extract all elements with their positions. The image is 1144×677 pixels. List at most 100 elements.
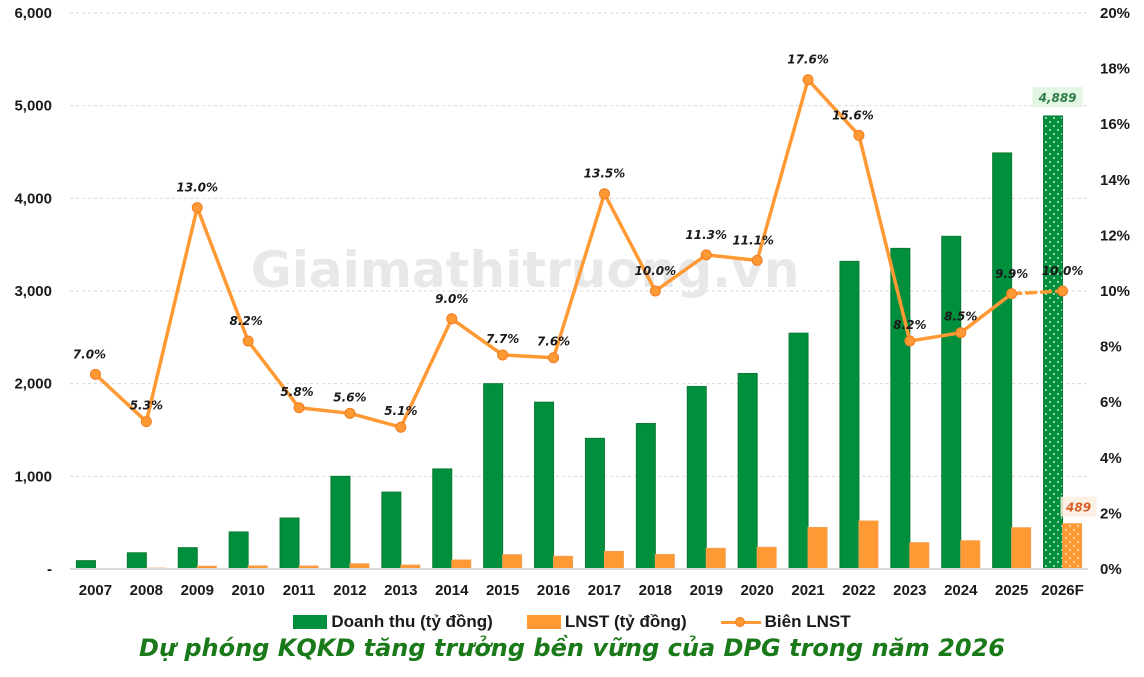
margin-data-label: 5.6% <box>333 390 366 404</box>
revenue-bar <box>126 552 147 570</box>
margin-data-label: 5.8% <box>280 385 313 399</box>
margin-data-label: 9.9% <box>995 267 1028 281</box>
profit-swatch-icon <box>526 615 561 629</box>
margin-data-label: 10.0% <box>1042 264 1084 278</box>
margin-line-series: 7.0% 5.3% 13.0% 8.2% 5.8% 5.6% 5.1% 9.0% 7.7% 7.6… <box>73 53 1084 433</box>
x-tick-label: 2022 <box>842 582 875 599</box>
margin-data-label: 8.2% <box>893 318 926 332</box>
x-tick-label: 2016 <box>537 582 570 599</box>
revenue-bar <box>941 235 962 570</box>
revenue-bar <box>1043 115 1064 570</box>
left-tick-label: 5,000 <box>14 98 52 115</box>
margin-point <box>548 352 560 364</box>
profit-bar <box>705 547 726 570</box>
margin-data-label: 11.3% <box>685 228 727 242</box>
revenue-bar <box>788 332 809 570</box>
right-tick-label: 12% <box>1100 227 1130 244</box>
right-tick-label: 0% <box>1100 561 1122 578</box>
margin-line-segment <box>348 411 403 429</box>
margin-line-segment <box>551 191 607 360</box>
profit-label-bg <box>1060 496 1097 517</box>
profit-bar <box>960 540 981 570</box>
right-tick-label: 14% <box>1100 172 1130 189</box>
revenue-bar <box>839 260 860 570</box>
x-tick-label: 2015 <box>486 582 519 599</box>
margin-line-segment <box>297 406 352 416</box>
margin-data-label: 13.0% <box>176 181 218 195</box>
margin-line-segment <box>450 317 505 357</box>
revenue-data-label: 4,889 <box>1038 91 1077 105</box>
gridlines <box>70 12 1088 477</box>
profit-bar <box>451 559 472 570</box>
revenue-label-bg <box>1032 86 1083 107</box>
right-tick-label: 10% <box>1100 283 1130 300</box>
margin-line-segment <box>500 353 556 360</box>
left-tick-label: 2,000 <box>14 376 52 393</box>
right-tick-label: 16% <box>1100 116 1130 133</box>
right-tick-label: 6% <box>1100 394 1122 411</box>
margin-data-label: 5.1% <box>384 404 417 418</box>
profit-bar <box>858 520 879 570</box>
x-tick-label: 2010 <box>231 582 264 599</box>
x-tick-label: 2020 <box>740 582 773 599</box>
x-tick-label: 2014 <box>435 582 469 599</box>
margin-point <box>191 202 203 214</box>
revenue-bar <box>330 475 351 570</box>
margin-point <box>955 327 967 339</box>
x-tick-label: 2012 <box>333 582 366 599</box>
x-tick-label: 2017 <box>588 582 621 599</box>
right-tick-label: 20% <box>1100 5 1130 22</box>
margin-data-label: 13.5% <box>584 167 626 181</box>
margin-point <box>1057 285 1069 297</box>
revenue-bar <box>177 547 198 570</box>
revenue-bar <box>534 401 555 570</box>
legend-item-margin[interactable]: Biên LNST <box>720 612 851 632</box>
x-tick-label: 2007 <box>79 582 112 599</box>
legend-item-profit[interactable]: LNST (tỷ đồng) <box>526 612 687 632</box>
margin-point <box>1006 288 1018 300</box>
margin-line-segment <box>857 133 912 343</box>
margin-line-segment <box>755 77 810 263</box>
margin-data-label: 7.0% <box>73 347 106 361</box>
margin-line-segment <box>908 330 963 343</box>
margin-point <box>751 254 763 266</box>
margin-data-label: 7.6% <box>537 335 570 349</box>
margin-line-segment <box>704 253 759 263</box>
profit-bar <box>654 553 675 570</box>
revenue-bar <box>432 468 453 570</box>
margin-data-label: 11.1% <box>732 233 774 247</box>
margin-line-segment <box>653 253 708 293</box>
margin-line-segment <box>1009 289 1065 296</box>
margin-point <box>140 416 152 428</box>
profit-data-label: 489 <box>1065 501 1091 515</box>
margin-point <box>598 188 610 200</box>
margin-data-label: 17.6% <box>787 53 829 67</box>
margin-line-segment <box>602 191 658 293</box>
left-axis: - 1,000 2,000 3,000 4,000 5,000 6,000 <box>14 5 52 578</box>
x-tick-label: 2026F <box>1041 582 1084 599</box>
margin-data-label: 7.7% <box>486 332 519 346</box>
right-tick-label: 2% <box>1100 505 1122 522</box>
profit-bar <box>502 554 523 570</box>
profit-bar <box>603 550 624 570</box>
left-tick-label: 6,000 <box>14 5 52 22</box>
bar-series <box>75 115 1083 570</box>
x-tick-label: 2008 <box>130 582 163 599</box>
revenue-bar <box>737 372 758 570</box>
margin-point <box>242 335 254 347</box>
margin-line-segment <box>246 339 301 410</box>
legend: Doanh thu (tỷ đồng) LNST (tỷ đồng) Biên … <box>0 612 1144 632</box>
margin-line-segment <box>93 372 149 424</box>
chart: Giaimathitruong.vn - 1,000 2,000 3,000 4,000… <box>14 5 1130 599</box>
revenue-bar <box>483 383 504 570</box>
profit-bar <box>807 526 828 570</box>
revenue-bar <box>635 423 656 570</box>
left-tick-label: - <box>47 561 52 578</box>
margin-point <box>344 407 356 419</box>
bar-labels: 4,889 489 <box>1032 86 1097 517</box>
legend-label: Biên LNST <box>764 612 851 631</box>
profit-bar <box>909 542 930 570</box>
legend-item-revenue[interactable]: Doanh thu (tỷ đồng) <box>293 612 493 632</box>
margin-point <box>802 74 814 86</box>
profit-bar <box>1011 527 1032 570</box>
